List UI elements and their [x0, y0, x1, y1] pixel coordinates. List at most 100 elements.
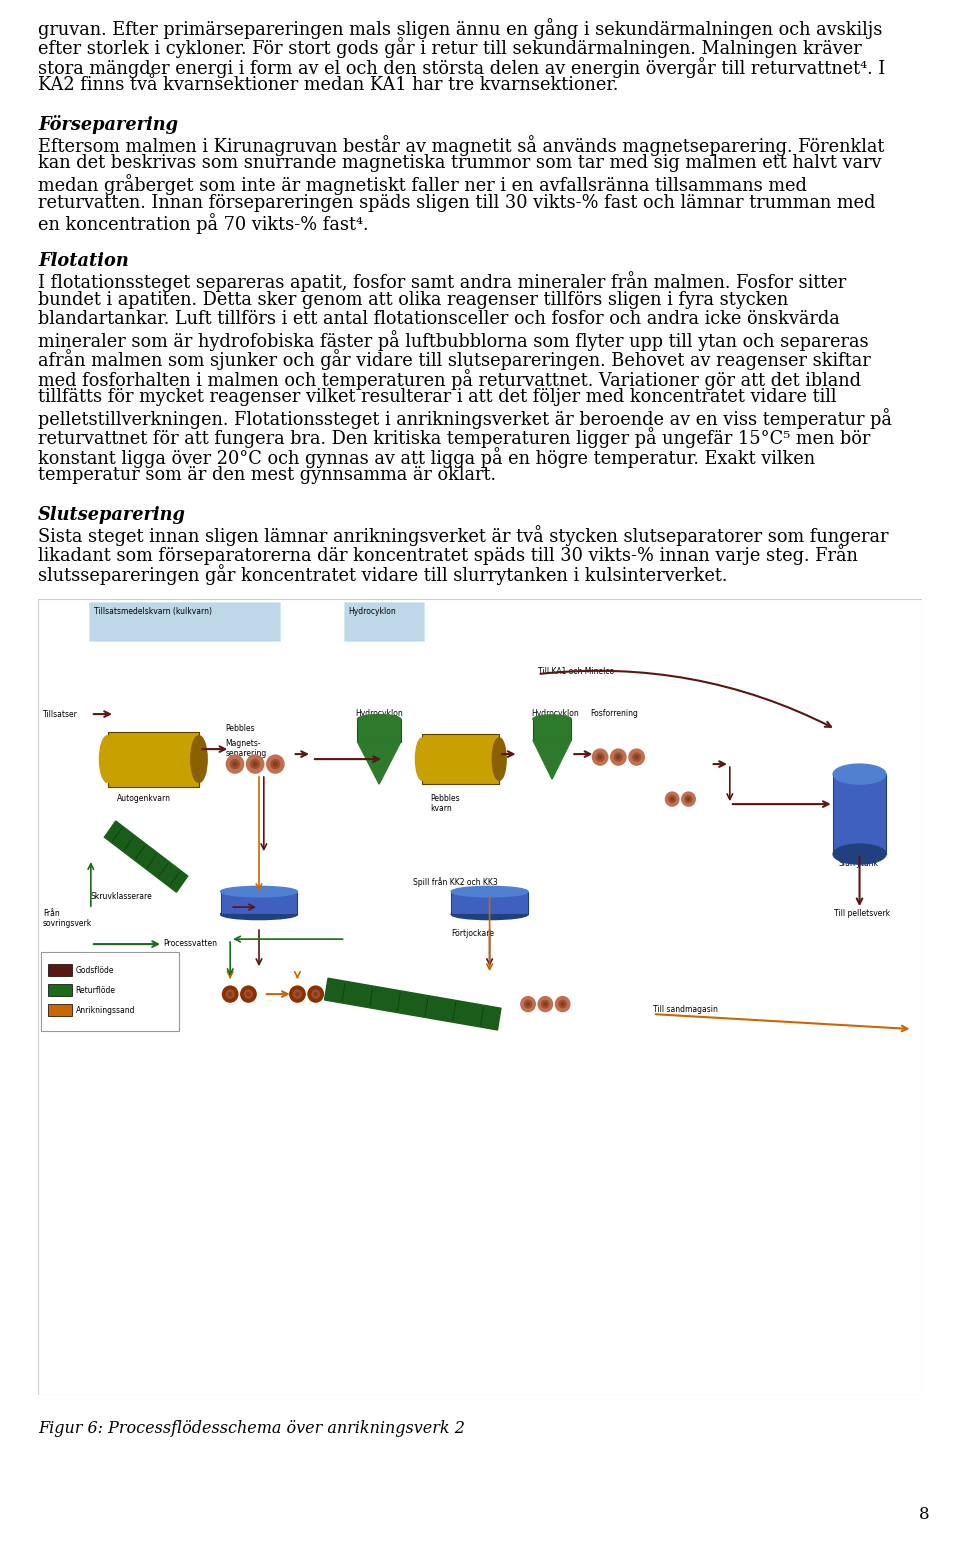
Text: mineraler som är hydrofobiska fäster på luftbubblorna som flyter upp till ytan o: mineraler som är hydrofobiska fäster på …: [38, 330, 869, 350]
Circle shape: [227, 991, 234, 998]
FancyBboxPatch shape: [533, 719, 571, 741]
Ellipse shape: [833, 844, 886, 864]
Circle shape: [633, 753, 640, 761]
Circle shape: [290, 986, 305, 1001]
Text: Förtjockare: Förtjockare: [451, 929, 494, 938]
Text: Processvatten: Processvatten: [163, 940, 217, 947]
Text: Tillsatsmedelskvarn (kulkvarn): Tillsatsmedelskvarn (kulkvarn): [94, 606, 212, 616]
Text: Anrikningssand: Anrikningssand: [76, 1006, 135, 1015]
Text: temperatur som är den mest gynnsamma är oklart.: temperatur som är den mest gynnsamma är …: [38, 466, 496, 485]
Text: Spill från KK2 och KK3: Spill från KK2 och KK3: [413, 876, 497, 887]
Text: kan det beskrivas som snurrande magnetiska trummor som tar med sig malmen ett ha: kan det beskrivas som snurrande magnetis…: [38, 154, 881, 173]
Text: med fosforhalten i malmen och temperaturen på returvattnet. Variationer gör att : med fosforhalten i malmen och temperatur…: [38, 369, 861, 390]
Text: Skruvklasserare: Skruvklasserare: [91, 892, 153, 901]
Circle shape: [223, 986, 238, 1001]
Text: Godsflöde: Godsflöde: [76, 966, 114, 975]
Text: en koncentration på 70 vikts-% fast⁴.: en koncentration på 70 vikts-% fast⁴.: [38, 213, 369, 235]
FancyBboxPatch shape: [38, 599, 922, 1395]
Circle shape: [556, 997, 570, 1012]
Text: likadant som förseparatorerna där koncentratet späds till 30 vikts-% innan varje: likadant som förseparatorerna där koncen…: [38, 545, 858, 565]
Text: efter storlek i cykloner. För stort gods går i retur till sekundärmalningen. Mal: efter storlek i cykloner. För stort gods…: [38, 37, 862, 59]
Text: Flotation: Flotation: [38, 252, 129, 270]
Circle shape: [599, 756, 602, 759]
Text: pelletstillverkningen. Flotationssteget i anrikningsverket är beroende av en vis: pelletstillverkningen. Flotationssteget …: [38, 407, 892, 429]
FancyBboxPatch shape: [451, 892, 528, 915]
Circle shape: [665, 792, 679, 805]
Ellipse shape: [416, 738, 429, 781]
Circle shape: [559, 1000, 566, 1008]
Circle shape: [671, 798, 674, 801]
FancyBboxPatch shape: [89, 602, 280, 640]
Text: returvatten. Innan försepareringen späds sligen till 30 vikts-% fast och lämnar : returvatten. Innan försepareringen späds…: [38, 193, 876, 211]
Text: Sista steget innan sligen lämnar anrikningsverket är två stycken slutseparatorer: Sista steget innan sligen lämnar anrikni…: [38, 525, 889, 546]
Ellipse shape: [451, 909, 528, 920]
Text: Figur 6: Processflödesschema över anrikningsverk 2: Figur 6: Processflödesschema över anrikn…: [38, 1420, 465, 1437]
FancyBboxPatch shape: [48, 984, 72, 997]
Circle shape: [592, 748, 608, 765]
Circle shape: [253, 762, 257, 765]
Ellipse shape: [357, 714, 400, 724]
Circle shape: [251, 759, 259, 768]
Text: Pebbles: Pebbles: [226, 724, 255, 733]
Text: afrån malmen som sjunker och går vidare till slutsepareringen. Behovet av reagen: afrån malmen som sjunker och går vidare …: [38, 350, 871, 370]
Circle shape: [541, 1000, 549, 1008]
Circle shape: [544, 1003, 547, 1006]
Polygon shape: [357, 742, 400, 784]
Circle shape: [271, 759, 279, 768]
Text: Till sandmagasin: Till sandmagasin: [653, 1004, 718, 1014]
Text: KA2 finns två kvarnsektioner medan KA1 har tre kvarnsektioner.: KA2 finns två kvarnsektioner medan KA1 h…: [38, 77, 618, 94]
FancyBboxPatch shape: [357, 719, 400, 742]
FancyBboxPatch shape: [344, 602, 424, 640]
Circle shape: [308, 986, 324, 1001]
Ellipse shape: [833, 764, 886, 784]
Text: Autogenkvarn: Autogenkvarn: [117, 795, 171, 802]
Circle shape: [228, 992, 231, 995]
Text: Tillsatser: Tillsatser: [43, 710, 78, 719]
Circle shape: [241, 986, 256, 1001]
Text: Hydrocyklon: Hydrocyklon: [348, 606, 396, 616]
Circle shape: [247, 992, 250, 995]
FancyBboxPatch shape: [41, 952, 180, 1031]
Text: returvattnet för att fungera bra. Den kritiska temperaturen ligger på ungefär 15: returvattnet för att fungera bra. Den kr…: [38, 427, 871, 449]
Text: I flotationssteget separeras apatit, fosfor samt andra mineraler från malmen. Fo: I flotationssteget separeras apatit, fos…: [38, 272, 847, 293]
Circle shape: [614, 753, 622, 761]
Text: Eftersom malmen i Kirunagruvan består av magnetit så används magnetseparering. F: Eftersom malmen i Kirunagruvan består av…: [38, 134, 884, 156]
Ellipse shape: [492, 738, 506, 781]
Circle shape: [527, 1003, 530, 1006]
Circle shape: [524, 1000, 532, 1008]
Circle shape: [267, 755, 284, 773]
Circle shape: [617, 756, 620, 759]
Text: Returflöde: Returflöde: [76, 986, 115, 995]
Circle shape: [274, 762, 277, 765]
Polygon shape: [105, 821, 188, 892]
Circle shape: [233, 762, 237, 765]
Circle shape: [245, 991, 252, 998]
Ellipse shape: [100, 736, 116, 782]
Ellipse shape: [221, 909, 298, 920]
Text: Slurrytank: Slurrytank: [838, 859, 878, 869]
Circle shape: [629, 748, 644, 765]
Text: blandartankar. Luft tillförs i ett antal flotationsceller och fosfor och andra i: blandartankar. Luft tillförs i ett antal…: [38, 310, 840, 329]
Text: Slutseparering: Slutseparering: [38, 506, 186, 523]
Ellipse shape: [533, 714, 571, 724]
FancyBboxPatch shape: [48, 1004, 72, 1017]
Circle shape: [562, 1003, 564, 1006]
FancyBboxPatch shape: [48, 964, 72, 977]
Text: gruvan. Efter primärsepareringen mals sligen ännu en gång i sekundärmalningen oc: gruvan. Efter primärsepareringen mals sl…: [38, 19, 882, 39]
Text: Till KA1 och Minelco: Till KA1 och Minelco: [538, 667, 613, 676]
Text: Förseparering: Förseparering: [38, 116, 178, 134]
Circle shape: [682, 792, 695, 805]
Circle shape: [296, 992, 299, 995]
Circle shape: [636, 756, 638, 759]
Ellipse shape: [191, 736, 207, 782]
Text: 8: 8: [920, 1506, 930, 1523]
Circle shape: [611, 748, 626, 765]
FancyBboxPatch shape: [833, 775, 886, 855]
Circle shape: [685, 796, 692, 802]
Circle shape: [669, 796, 676, 802]
Circle shape: [539, 997, 553, 1012]
Text: slutssepareringen går koncentratet vidare till slurrytanken i kulsinterverket.: slutssepareringen går koncentratet vidar…: [38, 565, 728, 585]
Polygon shape: [324, 978, 501, 1029]
Ellipse shape: [451, 886, 528, 896]
Text: tillfätts för mycket reagenser vilket resulterar i att det följer med koncentrat: tillfätts för mycket reagenser vilket re…: [38, 389, 836, 406]
